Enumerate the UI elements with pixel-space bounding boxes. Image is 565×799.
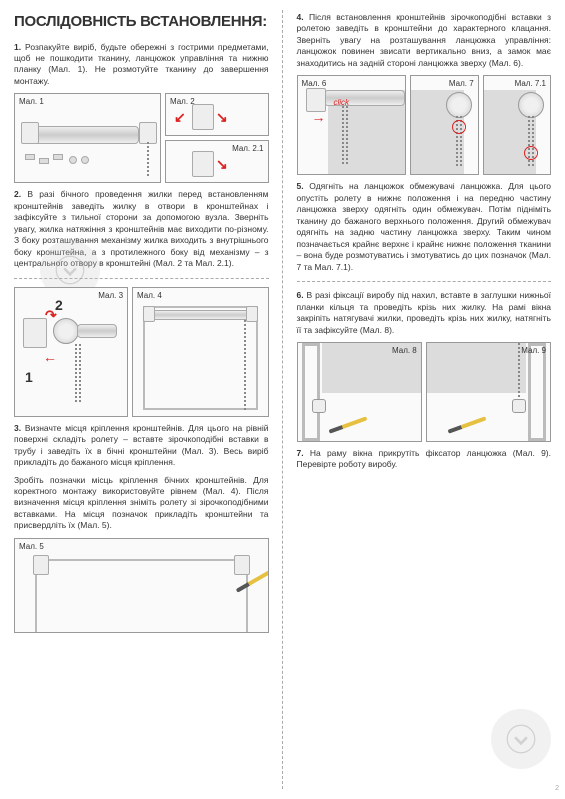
bracket-shape (192, 151, 214, 177)
arrow-icon: ↙ (174, 108, 186, 126)
fabric-shape (427, 343, 526, 393)
page: ПОСЛІДОВНІСТЬ ВСТАНОВЛЕННЯ: 1. Розпакуйт… (0, 0, 565, 799)
number-1-label: 1 (25, 368, 33, 386)
figure-1-label: Мал. 1 (19, 97, 44, 107)
bracket-shape (246, 306, 258, 322)
figure-5: Мал. 5 (14, 538, 269, 633)
arrow-icon: ↘ (216, 108, 228, 126)
tube-shape (29, 126, 139, 144)
step-4-lead: 4. (297, 12, 304, 22)
arrow-icon: → (312, 108, 326, 126)
bracket-shape (139, 122, 157, 144)
step-3b-text: Зробіть позначки місць кріплення бічних … (14, 475, 269, 532)
arrow-icon: ↘ (216, 155, 228, 173)
figure-21-label: Мал. 2.1 (232, 144, 263, 154)
figure-71-label: Мал. 7.1 (515, 79, 546, 89)
figure-row-5: Мал. 8 Мал. 9 (297, 342, 552, 442)
figure-6-label: Мал. 6 (302, 79, 327, 89)
figure-1: Мал. 1 (14, 93, 161, 183)
figure-3-label: Мал. 3 (98, 291, 123, 301)
step-4-text: 4. Після встановлення кронштейнів зірочк… (297, 12, 552, 69)
number-2-label: 2 (55, 296, 63, 314)
figure-6: Мал. 6 → click (297, 75, 407, 175)
bracket-shape (23, 318, 47, 348)
step-4-body: Після встановлення кронштейнів зірочкопо… (297, 12, 552, 68)
figure-8-label: Мал. 8 (392, 346, 417, 356)
step-5-body: Одягніть на ланцюжок обмежувачі ланцюжка… (297, 181, 552, 271)
chain-shape (342, 106, 344, 166)
chain-shape (79, 344, 81, 404)
figure-9: Мал. 9 (426, 342, 551, 442)
figure-row-1: Мал. 1 Мал. 2 ↘ ↙ (14, 93, 269, 183)
watermark-icon (491, 709, 551, 769)
fixator-shape (512, 399, 526, 413)
figure-row-2: Мал. 3 ↷ ← 1 2 Мал. 4 (14, 287, 269, 417)
tube-shape (77, 324, 117, 338)
mechanism-shape (446, 92, 472, 118)
tensioner-shape (312, 399, 326, 413)
horizontal-divider (297, 281, 552, 282)
step-6-text: 6. В разі фіксації виробу під нахил, вст… (297, 290, 552, 336)
chain-shape (244, 320, 246, 410)
figure-2-label: Мал. 2 (170, 97, 195, 107)
part-shape (25, 154, 35, 160)
figure-71: Мал. 7.1 (483, 75, 551, 175)
screwdriver-icon (447, 416, 486, 433)
screwdriver-icon (328, 416, 367, 433)
window-frame (35, 559, 248, 633)
figure-8: Мал. 8 (297, 342, 422, 442)
bracket-shape (234, 555, 250, 575)
chain-shape (75, 344, 77, 404)
figure-3: Мал. 3 ↷ ← 1 2 (14, 287, 128, 417)
figure-7-label: Мал. 7 (449, 79, 474, 89)
figure-9-label: Мал. 9 (521, 346, 546, 356)
window-frame (143, 306, 257, 410)
arrow-icon: ← (43, 348, 57, 366)
step-6-lead: 6. (297, 290, 304, 300)
step-7-lead: 7. (297, 448, 304, 458)
page-title: ПОСЛІДОВНІСТЬ ВСТАНОВЛЕННЯ: (14, 12, 269, 32)
tube-shape (147, 310, 253, 320)
page-number: 2 (555, 784, 559, 793)
mechanism-shape (518, 92, 544, 118)
chain-shape (346, 106, 348, 166)
figure-2-group: Мал. 2 ↘ ↙ Мал. 2.1 ↘ (165, 93, 269, 183)
step-7-body: На раму вікна прикрутіть фіксатор ланцюж… (297, 448, 552, 469)
step-3a-body: Визначте місця кріплення кронштейнів. Дл… (14, 423, 269, 467)
circle-marker (452, 120, 466, 134)
part-shape (81, 156, 89, 164)
part-shape (69, 156, 77, 164)
figure-4: Мал. 4 (132, 287, 268, 417)
part-shape (53, 154, 63, 160)
step-1-body: Розпакуйте виріб, будьте обережні з гост… (14, 42, 269, 86)
figure-5-label: Мал. 5 (19, 542, 44, 552)
bracket-shape (33, 555, 49, 575)
window-rail (528, 343, 546, 441)
left-column: ПОСЛІДОВНІСТЬ ВСТАНОВЛЕННЯ: 1. Розпакуйт… (0, 0, 283, 799)
step-3a-text: 3. Визначте місця кріплення кронштейнів.… (14, 423, 269, 469)
step-1-text: 1. Розпакуйте виріб, будьте обережні з г… (14, 42, 269, 88)
bracket-shape (21, 122, 39, 144)
figure-4-label: Мал. 4 (137, 291, 162, 301)
figure-21: Мал. 2.1 ↘ (165, 140, 269, 183)
part-shape (39, 158, 49, 164)
window-rail (302, 343, 320, 441)
bracket-shape (192, 104, 214, 130)
step-5-text: 5. Одягніть на ланцюжок обмежувачі ланцю… (297, 181, 552, 273)
figure-row-3: Мал. 5 (14, 538, 269, 633)
right-column: 4. Після встановлення кронштейнів зірочк… (283, 0, 565, 799)
chain-shape (518, 343, 520, 403)
step-7-text: 7. На раму вікна прикрутіть фіксатор лан… (297, 448, 552, 471)
step-6-body: В разі фіксації виробу під нахил, вставт… (297, 290, 552, 334)
step-5-lead: 5. (297, 181, 304, 191)
figure-7: Мал. 7 (410, 75, 478, 175)
figure-2: Мал. 2 ↘ ↙ (165, 93, 269, 136)
figure-row-4: Мал. 6 → click Мал. 7 Мал. 7.1 (297, 75, 552, 175)
chain-shape (147, 142, 149, 178)
bracket-shape (143, 306, 155, 322)
